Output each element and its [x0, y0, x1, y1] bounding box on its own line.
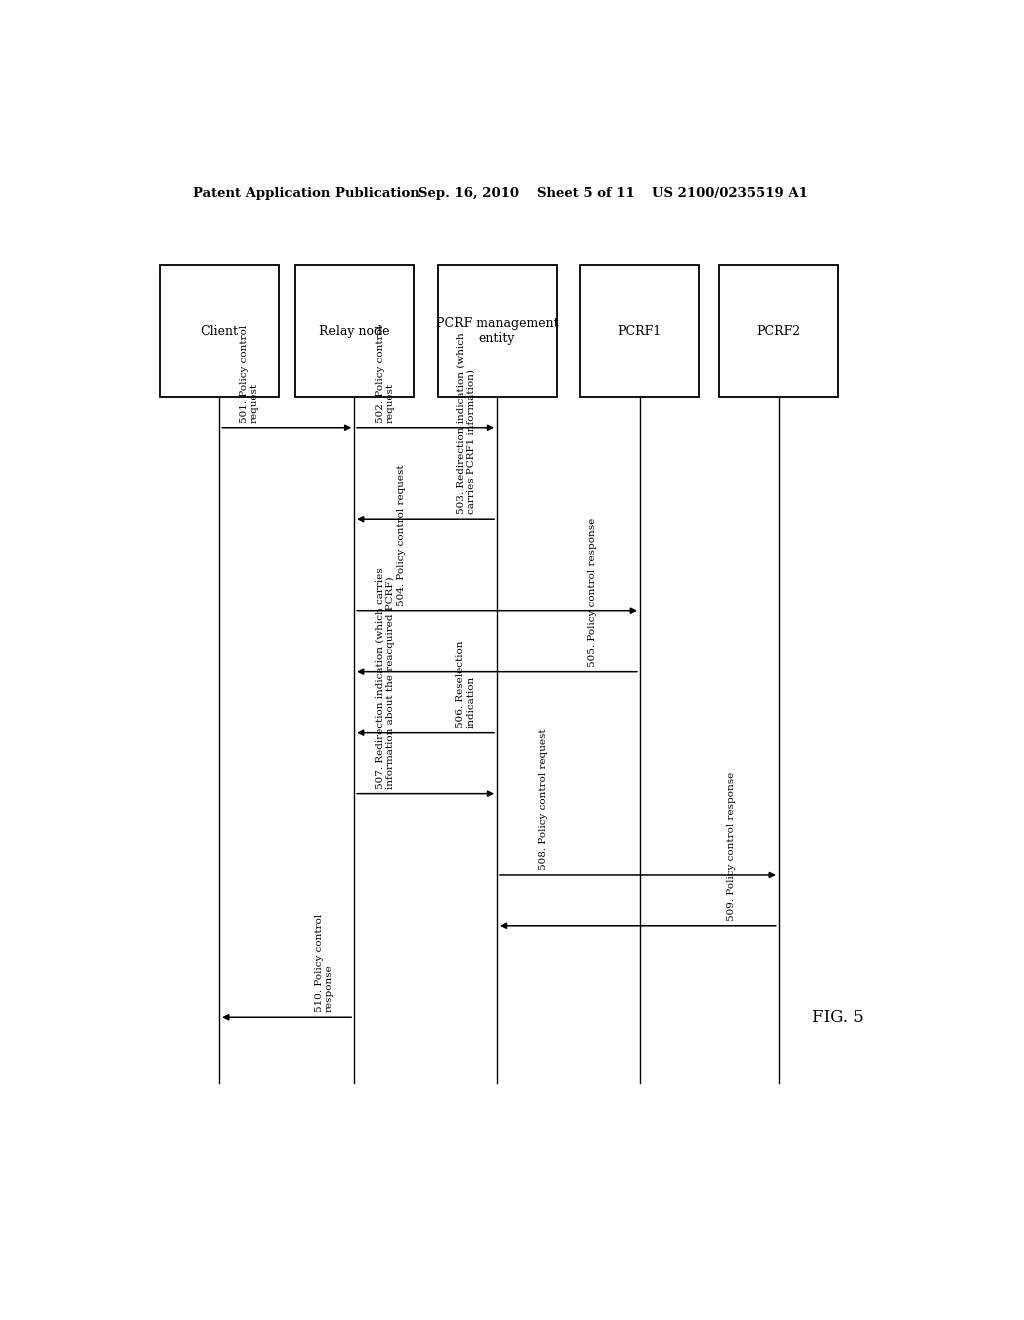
- Text: Patent Application Publication: Patent Application Publication: [194, 187, 420, 201]
- Text: 509. Policy control response: 509. Policy control response: [727, 771, 736, 921]
- Text: 503. Redirection indication (which
carries PCRF1 information): 503. Redirection indication (which carri…: [457, 333, 475, 515]
- Text: 505. Policy control response: 505. Policy control response: [588, 517, 597, 667]
- Text: US 2100/0235519 A1: US 2100/0235519 A1: [652, 187, 808, 201]
- Bar: [581, 265, 699, 397]
- Text: 506. Reselection
indication: 506. Reselection indication: [457, 640, 475, 727]
- Text: Sep. 16, 2010: Sep. 16, 2010: [418, 187, 519, 201]
- Text: 501. Policy control
request: 501. Policy control request: [240, 325, 259, 422]
- Text: Relay node: Relay node: [318, 325, 389, 338]
- Bar: [160, 265, 279, 397]
- Text: PCRF management
entity: PCRF management entity: [435, 317, 558, 346]
- Text: PCRF1: PCRF1: [617, 325, 662, 338]
- Text: 507. Redirection indication (which carries
information about the reacquired PCRF: 507. Redirection indication (which carri…: [376, 568, 395, 788]
- Bar: [295, 265, 414, 397]
- Text: 510. Policy control
response: 510. Policy control response: [314, 913, 334, 1012]
- Text: 504. Policy control request: 504. Policy control request: [397, 465, 407, 606]
- Bar: [437, 265, 557, 397]
- Text: 502. Policy control
request: 502. Policy control request: [376, 325, 395, 422]
- Bar: [719, 265, 839, 397]
- Text: PCRF2: PCRF2: [757, 325, 801, 338]
- Text: Client: Client: [201, 325, 239, 338]
- Text: Sheet 5 of 11: Sheet 5 of 11: [537, 187, 635, 201]
- Text: 508. Policy control request: 508. Policy control request: [540, 729, 548, 870]
- Text: FIG. 5: FIG. 5: [812, 1008, 864, 1026]
